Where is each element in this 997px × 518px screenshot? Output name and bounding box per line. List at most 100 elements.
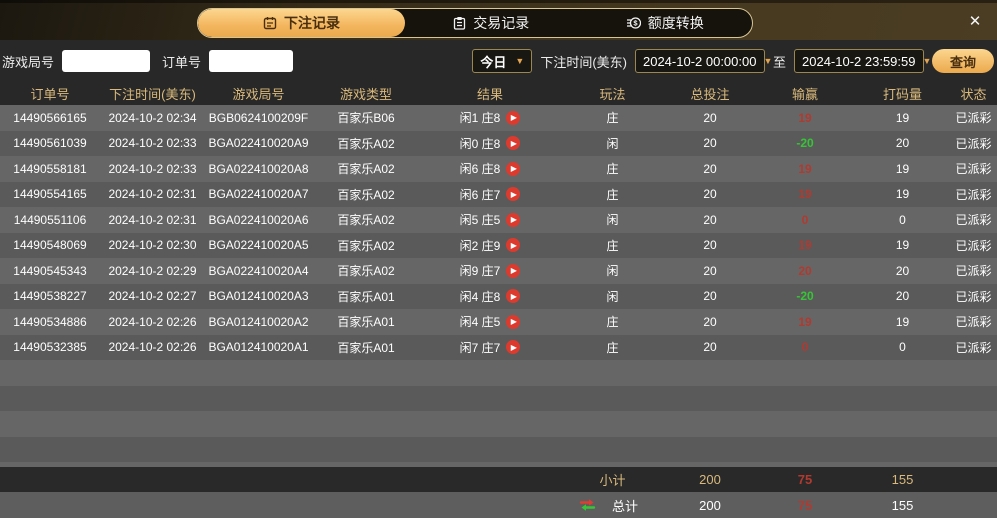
- cell-round-no: BGA022410020A8: [208, 161, 309, 176]
- tab-label: 额度转换: [647, 15, 704, 31]
- cell-status: 已派彩: [955, 213, 992, 228]
- table-row: 14490551106 2024-10-2 02:31 BGA022410020A6…: [0, 207, 997, 233]
- cell-result: 闲1 庄8 ▶: [420, 109, 560, 126]
- cell-result: 闲2 庄9 ▶: [420, 237, 560, 254]
- replay-play-icon[interactable]: ▶: [506, 238, 521, 253]
- query-button[interactable]: 查询: [932, 49, 994, 73]
- col-header-bet-time: 下注时间(美东): [109, 87, 196, 102]
- tab-transaction-records[interactable]: 交易记录: [405, 9, 578, 37]
- total-win-loss: 75: [797, 497, 813, 513]
- cell-result: 闲4 庄5 ▶: [420, 313, 560, 330]
- result-text: 闲6 庄7: [459, 187, 501, 202]
- cell-win-loss: 20: [798, 263, 812, 278]
- cell-game-type: 百家乐A02: [337, 213, 395, 228]
- table-row: 14490561039 2024-10-2 02:33 BGA022410020A9…: [0, 130, 997, 156]
- table-row: 14490558181 2024-10-2 02:33 BGA022410020A8…: [0, 156, 997, 182]
- date-range-select[interactable]: 今日 ▼: [472, 49, 533, 73]
- cell-result: 闲6 庄8 ▶: [420, 160, 560, 177]
- cell-status: 已派彩: [955, 162, 992, 177]
- cell-result: 闲5 庄5 ▶: [420, 211, 560, 228]
- subtotal-label: 小计: [599, 473, 626, 488]
- table-row: 14490545343 2024-10-2 02:29 BGA022410020A4…: [0, 258, 997, 284]
- cell-total-bet: 20: [703, 161, 717, 176]
- table-row: 14490548069 2024-10-2 02:30 BGA022410020A5…: [0, 232, 997, 258]
- subtotal-row: 小计 200 75 155: [0, 467, 997, 492]
- cell-bet-time: 2024-10-2 02:26: [108, 314, 197, 329]
- col-header-result: 结果: [476, 87, 503, 102]
- cell-play: 庄: [606, 238, 619, 253]
- cell-win-loss: -20: [796, 289, 814, 304]
- result-text: 闲1 庄8: [459, 111, 501, 126]
- cell-play: 闲: [606, 289, 619, 304]
- replay-play-icon[interactable]: ▶: [506, 314, 521, 329]
- replay-play-icon[interactable]: ▶: [506, 136, 521, 151]
- cell-order-no: 14490532385: [13, 340, 87, 355]
- cell-win-loss: -20: [796, 136, 814, 151]
- cell-status: 已派彩: [955, 289, 992, 304]
- start-time-value: 2024-10-2 00:00:00: [642, 53, 757, 69]
- order-no-label: 订单号: [162, 54, 202, 70]
- subtotal-win-loss: 75: [797, 472, 813, 487]
- close-icon[interactable]: ✕: [968, 13, 982, 30]
- subtotal-total-bet: 200: [699, 472, 721, 487]
- cell-turnover: 19: [895, 187, 910, 202]
- result-text: 闲5 庄5: [459, 213, 501, 228]
- cell-total-bet: 20: [703, 110, 717, 125]
- col-header-turnover: 打码量: [882, 87, 922, 102]
- cell-order-no: 14490561039: [13, 136, 87, 151]
- swap-arrows-icon: [579, 498, 596, 512]
- table-row: 14490532385 2024-10-2 02:26 BGA012410020A1…: [0, 334, 997, 360]
- cell-order-no: 14490554165: [13, 187, 87, 202]
- tab-label: 交易记录: [473, 15, 530, 31]
- cell-order-no: 14490538227: [13, 289, 87, 304]
- svg-text:$: $: [633, 19, 638, 28]
- cell-turnover: 19: [895, 161, 910, 176]
- col-header-status: 状态: [960, 87, 987, 102]
- cell-game-type: 百家乐B06: [337, 111, 395, 126]
- cell-status: 已派彩: [955, 187, 992, 202]
- replay-play-icon[interactable]: ▶: [506, 289, 521, 304]
- cell-round-no: BGA022410020A6: [208, 212, 309, 227]
- cell-turnover: 19: [895, 110, 910, 125]
- cell-bet-time: 2024-10-2 02:34: [108, 110, 197, 125]
- table-row: 14490554165 2024-10-2 02:31 BGA022410020A7…: [0, 181, 997, 207]
- cell-result: 闲9 庄7 ▶: [420, 262, 560, 279]
- cell-win-loss: 19: [798, 161, 812, 176]
- cell-game-type: 百家乐A02: [337, 238, 395, 253]
- replay-play-icon[interactable]: ▶: [506, 263, 521, 278]
- table-row: 14490566165 2024-10-2 02:34 BGB0624100209F…: [0, 105, 997, 131]
- game-round-input[interactable]: [62, 50, 151, 72]
- replay-play-icon[interactable]: ▶: [506, 187, 521, 202]
- cell-play: 闲: [606, 136, 619, 151]
- start-time-select[interactable]: 2024-10-2 00:00:00 ▼: [634, 49, 772, 73]
- subtotal-turnover: 155: [891, 472, 914, 487]
- filter-bar: 游戏局号 订单号 今日 ▼ 下注时间(美东) 2024-10-2 00:00:0…: [0, 40, 997, 82]
- cell-result: 闲6 庄7 ▶: [420, 186, 560, 203]
- tab-bet-records[interactable]: 下注记录: [198, 9, 405, 37]
- end-time-value: 2024-10-2 23:59:59: [802, 53, 916, 69]
- to-label: 至: [772, 54, 786, 70]
- cell-turnover: 0: [899, 340, 906, 355]
- cell-game-type: 百家乐A01: [337, 340, 395, 355]
- tab-quota-transfer[interactable]: $ 额度转换: [578, 9, 753, 37]
- end-time-select[interactable]: 2024-10-2 23:59:59 ▼: [794, 49, 931, 73]
- chevron-down-icon: ▼: [763, 56, 773, 66]
- cell-total-bet: 20: [703, 238, 717, 253]
- replay-play-icon[interactable]: ▶: [506, 161, 521, 176]
- tab-bar: 下注记录 交易记录 $ 额度转换 ✕: [0, 0, 997, 40]
- cell-turnover: 19: [895, 238, 910, 253]
- order-no-input[interactable]: [209, 50, 294, 72]
- cell-round-no: BGA012410020A1: [208, 340, 309, 355]
- replay-play-icon[interactable]: ▶: [506, 110, 521, 125]
- cell-order-no: 14490545343: [13, 263, 87, 278]
- col-header-play: 玩法: [599, 87, 626, 102]
- cell-result: 闲7 庄7 ▶: [420, 339, 560, 356]
- result-text: 闲0 庄8: [459, 136, 501, 151]
- result-text: 闲6 庄8: [459, 162, 501, 177]
- replay-play-icon[interactable]: ▶: [506, 212, 521, 227]
- result-text: 闲4 庄8: [459, 289, 501, 304]
- replay-play-icon[interactable]: ▶: [506, 340, 521, 355]
- cell-play: 闲: [606, 264, 619, 279]
- tab-group: 下注记录 交易记录 $ 额度转换: [197, 8, 753, 38]
